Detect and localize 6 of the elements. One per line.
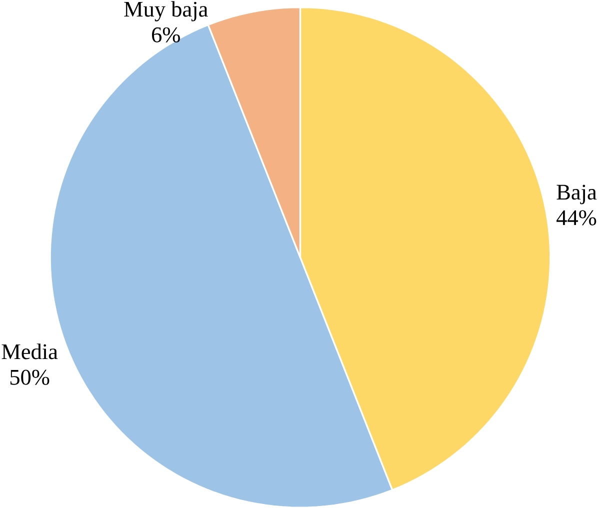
data-label: 44% <box>556 210 596 226</box>
slice-label: Media <box>2 343 58 360</box>
data-label: 50% <box>10 370 50 385</box>
slice-label: Baja <box>556 184 597 204</box>
data-label: 6% <box>152 27 180 42</box>
slice-label: Muy baja <box>124 0 208 22</box>
